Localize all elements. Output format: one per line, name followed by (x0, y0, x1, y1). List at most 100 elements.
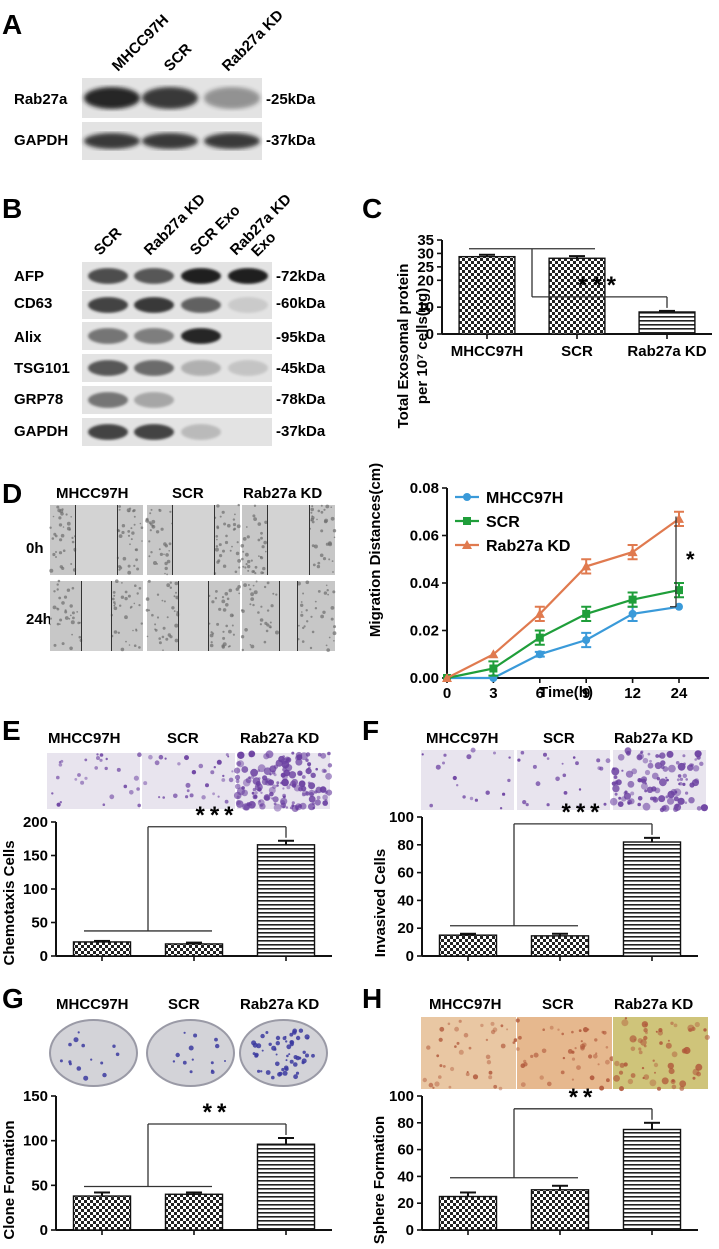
stained-cell (99, 753, 104, 757)
sphere (458, 1049, 464, 1055)
sphere (500, 1043, 506, 1049)
stained-cell (617, 801, 624, 807)
colony (68, 1042, 72, 1047)
cell-dot (128, 644, 131, 646)
colony (175, 1052, 180, 1058)
series-line (447, 605, 680, 680)
sphere (533, 1052, 539, 1058)
cell-dot (58, 596, 62, 600)
cell-dot (53, 643, 57, 647)
cell-dot (330, 506, 333, 509)
sphere-image (421, 1017, 516, 1089)
stained-cell (660, 760, 666, 766)
stained-cell (563, 791, 568, 795)
stained-cell (647, 762, 654, 769)
cell-dot (62, 526, 65, 528)
blot-row-label: GRP78 (14, 391, 63, 408)
sphere (434, 1081, 440, 1087)
cell-dot (317, 590, 321, 593)
cell-dot (169, 510, 172, 513)
cell-dot (223, 522, 227, 526)
cell-dot (300, 601, 303, 603)
sphere (513, 1038, 518, 1042)
colony (284, 1067, 289, 1071)
colony (295, 1035, 301, 1041)
cell-dot (60, 512, 64, 516)
stained-cell (667, 797, 675, 805)
cell-dot (250, 559, 253, 562)
cell-dot (163, 600, 166, 603)
scratch-gap (267, 505, 310, 575)
cell-dot (118, 508, 121, 511)
stained-cell (96, 753, 99, 756)
stained-cell (77, 773, 81, 777)
cell-dot (300, 603, 304, 607)
cell-dot (149, 522, 153, 526)
cell-dot (66, 588, 71, 592)
x-tick-label: 6 (536, 685, 544, 702)
cell-dot (262, 566, 266, 571)
cell-dot (113, 594, 116, 597)
sphere (668, 1068, 675, 1075)
blot-band (84, 133, 140, 149)
cell-dot (115, 579, 119, 583)
stained-cell (74, 778, 78, 781)
stained-cell (644, 769, 651, 776)
cell-dot (124, 615, 128, 620)
colony (295, 1071, 300, 1075)
stained-cell (123, 784, 128, 789)
cell-dot (275, 630, 279, 635)
stained-cell (264, 778, 273, 786)
sphere (456, 1041, 460, 1045)
colony (289, 1040, 294, 1044)
cell-dot (332, 631, 337, 636)
sphere (520, 1082, 526, 1087)
sphere (670, 1079, 676, 1085)
column-label: Rab27a KD (614, 730, 693, 747)
cell-dot (228, 588, 233, 593)
stained-cell (137, 803, 141, 808)
kda-label: -37kDa (276, 423, 326, 440)
stained-cell (84, 776, 88, 780)
bar (622, 1128, 682, 1231)
colony (302, 1050, 306, 1055)
cell-dot (78, 621, 81, 624)
cell-dot (249, 603, 252, 606)
cell-dot (63, 595, 68, 599)
cell-dot (221, 599, 226, 604)
sphere (436, 1054, 440, 1058)
cell-dot (53, 532, 57, 536)
stained-cell (508, 756, 511, 759)
colony (282, 1070, 288, 1076)
sphere (594, 1038, 598, 1042)
sphere (599, 1085, 605, 1091)
transwell-invasion-images: MHCC97H SCR Rab27a KD (421, 730, 709, 813)
stained-cell (301, 775, 306, 779)
stained-cell (525, 803, 529, 807)
stained-cell (286, 785, 291, 790)
sphere (454, 1026, 459, 1032)
stained-cell (546, 803, 550, 807)
cell-dot (134, 584, 137, 587)
cell-dot (301, 640, 305, 643)
colony (278, 1071, 283, 1076)
cell-dot (154, 623, 157, 626)
cell-dot (238, 592, 241, 595)
blot-band (181, 268, 221, 284)
cell-dot (61, 601, 65, 605)
cell-dot (156, 593, 160, 596)
y-tick-label: 100 (23, 881, 48, 898)
cell-dot (253, 590, 258, 595)
cell-dot (333, 640, 335, 642)
colony (268, 1042, 272, 1047)
sphere (605, 1046, 609, 1049)
stained-cell (682, 754, 686, 758)
cell-dot (164, 572, 166, 575)
cell-dot (314, 600, 317, 603)
cell-dot (174, 581, 179, 586)
y-tick-label: 35 (417, 232, 434, 249)
bar (530, 1189, 590, 1231)
cell-dot (127, 564, 131, 568)
sphere (601, 1030, 605, 1034)
sphere (683, 1046, 691, 1055)
